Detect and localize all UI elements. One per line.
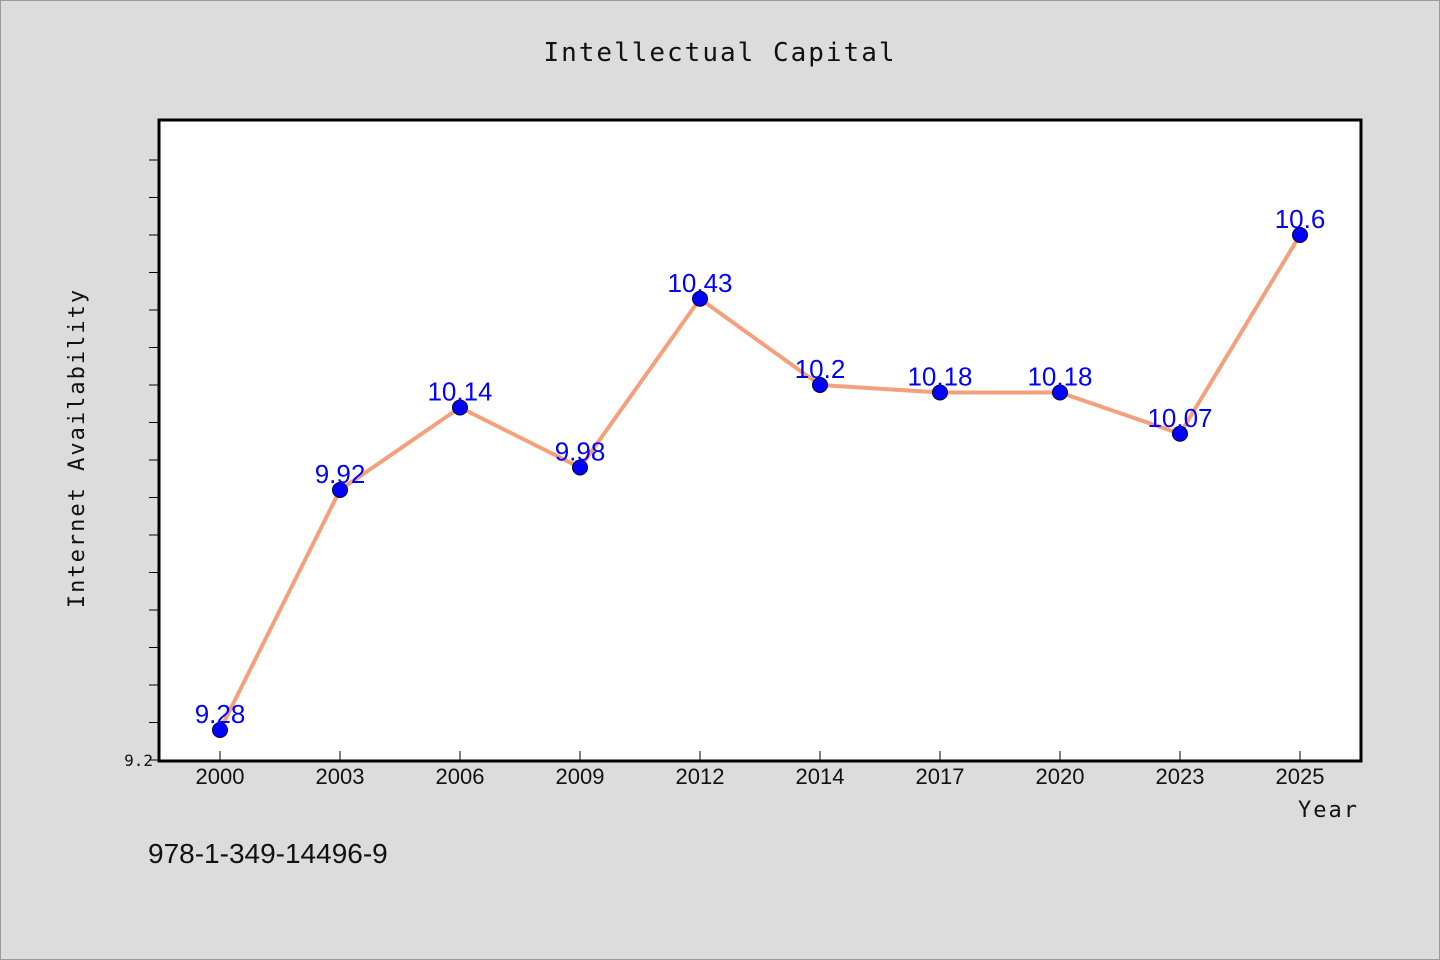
isbn-caption: 978-1-349-14496-9 xyxy=(148,838,388,869)
series-line xyxy=(218,233,1302,731)
data-label: 10.14 xyxy=(427,377,492,407)
y-axis-ticks: 9.2 xyxy=(124,159,159,770)
chart-title: Intellectual Capital xyxy=(543,38,896,68)
data-label: 10.07 xyxy=(1147,403,1212,433)
x-tick-label: 2023 xyxy=(1156,764,1205,789)
data-point xyxy=(1172,425,1188,442)
x-tick-label: 2006 xyxy=(436,764,485,789)
data-point xyxy=(932,384,948,401)
data-label: 10.18 xyxy=(1027,362,1092,392)
x-tick-label: 2012 xyxy=(676,764,725,789)
data-label: 9.92 xyxy=(315,459,366,489)
data-point xyxy=(572,459,588,476)
x-tick-label: 2020 xyxy=(1036,764,1085,789)
x-tick-label: 2009 xyxy=(556,764,605,789)
x-tick-label: 2017 xyxy=(916,764,965,789)
data-point xyxy=(1052,384,1068,401)
data-point xyxy=(1292,227,1308,243)
data-point xyxy=(212,722,228,738)
data-point xyxy=(452,399,468,416)
data-point xyxy=(812,377,828,393)
x-tick-label: 2000 xyxy=(196,764,245,789)
data-point xyxy=(692,290,708,307)
data-label: 10.43 xyxy=(667,268,732,298)
x-tick-label: 2025 xyxy=(1276,764,1325,789)
data-label: 9.98 xyxy=(555,437,606,467)
data-label: 9.28 xyxy=(195,699,246,729)
x-tick-label: 2014 xyxy=(796,764,845,789)
x-tick-label: 2003 xyxy=(316,764,365,789)
data-label: 10.18 xyxy=(907,362,972,392)
data-point xyxy=(332,482,348,498)
y-axis-title: Internet Availability xyxy=(65,288,90,608)
x-axis-title: Year xyxy=(1298,798,1359,823)
plot-area xyxy=(157,118,1363,763)
series-group: 9.28 9.92 10.14 9.98 10.43 10.2 10.18 10.18 10.0… xyxy=(195,204,1326,738)
data-label: 10.2 xyxy=(795,354,846,384)
y-tick-label: 9.2 xyxy=(124,751,153,770)
x-axis-ticks: 2000 2003 2006 2009 2012 2014 2017 2020 2023 2025 xyxy=(196,751,1325,789)
data-label: 10.6 xyxy=(1275,204,1326,234)
